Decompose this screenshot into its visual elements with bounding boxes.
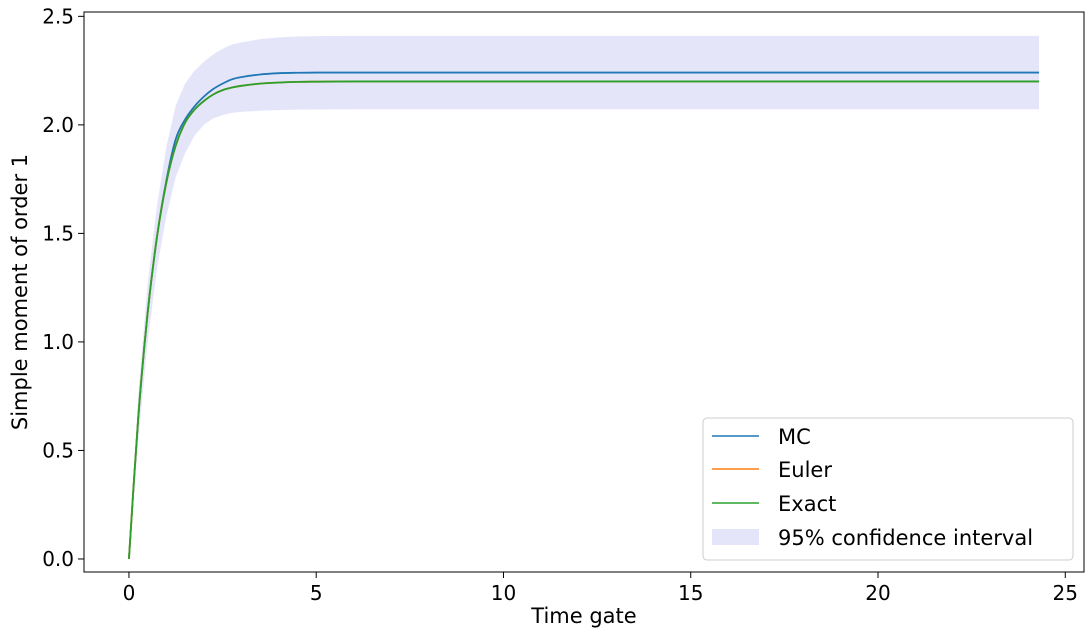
series-layer <box>128 71 1040 560</box>
confidence-band <box>128 35 1040 559</box>
x-axis-label: Time gate <box>530 604 636 628</box>
y-tick-label: 1.0 <box>42 330 74 354</box>
x-tick-label: 5 <box>310 581 323 605</box>
legend-label-exact: Exact <box>778 492 836 516</box>
legend-label-confidence-interval: 95% confidence interval <box>778 526 1033 550</box>
confidence-band-layer <box>128 35 1040 559</box>
plot-frame <box>83 11 1085 573</box>
y-tick-label: 2.0 <box>42 113 74 137</box>
x-tick-label: 20 <box>865 581 890 605</box>
y-axis: 0.0 0.5 1.0 1.5 2.0 2.5 <box>42 4 84 571</box>
x-axis: 0 5 10 15 20 25 <box>123 572 1078 605</box>
x-tick-label: 0 <box>123 581 136 605</box>
y-tick-label: 2.5 <box>42 4 74 28</box>
y-tick-label: 0.0 <box>42 547 74 571</box>
legend: MC Euler Exact 95% confidence interval <box>702 417 1074 561</box>
legend-label-euler: Euler <box>778 458 832 482</box>
y-tick-label: 1.5 <box>42 221 74 245</box>
legend-patch-confidence-interval <box>712 529 759 545</box>
legend-label-mc: MC <box>778 425 811 449</box>
y-axis-label: Simple moment of order 1 <box>8 154 32 430</box>
series-line-exact <box>128 80 1040 560</box>
x-tick-label: 25 <box>1053 581 1078 605</box>
x-tick-label: 15 <box>678 581 703 605</box>
legend-box <box>702 417 1074 561</box>
x-tick-label: 10 <box>491 581 516 605</box>
y-tick-label: 0.5 <box>42 438 74 462</box>
